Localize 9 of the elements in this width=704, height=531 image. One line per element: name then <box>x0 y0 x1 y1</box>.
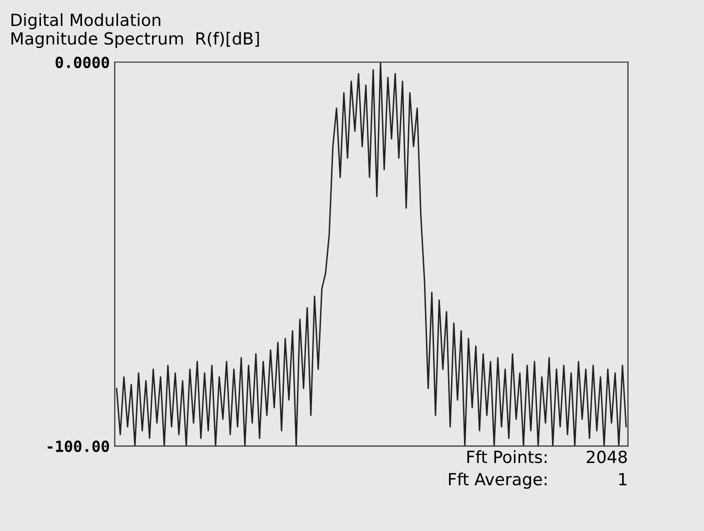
y-tick-label: -100.00 <box>48 440 109 452</box>
y-tick-label: 0.0000 <box>56 56 109 68</box>
text: Fft Points: <box>467 450 546 464</box>
text: 1 <box>619 473 626 486</box>
chart-subtitle: Magnitude Spectrum R(f)[dB] <box>11 32 259 48</box>
line-series <box>116 62 627 446</box>
text: 2048 <box>586 450 627 464</box>
chart-title: Digital Modulation <box>11 13 160 30</box>
text: Fft Average: <box>449 472 546 489</box>
